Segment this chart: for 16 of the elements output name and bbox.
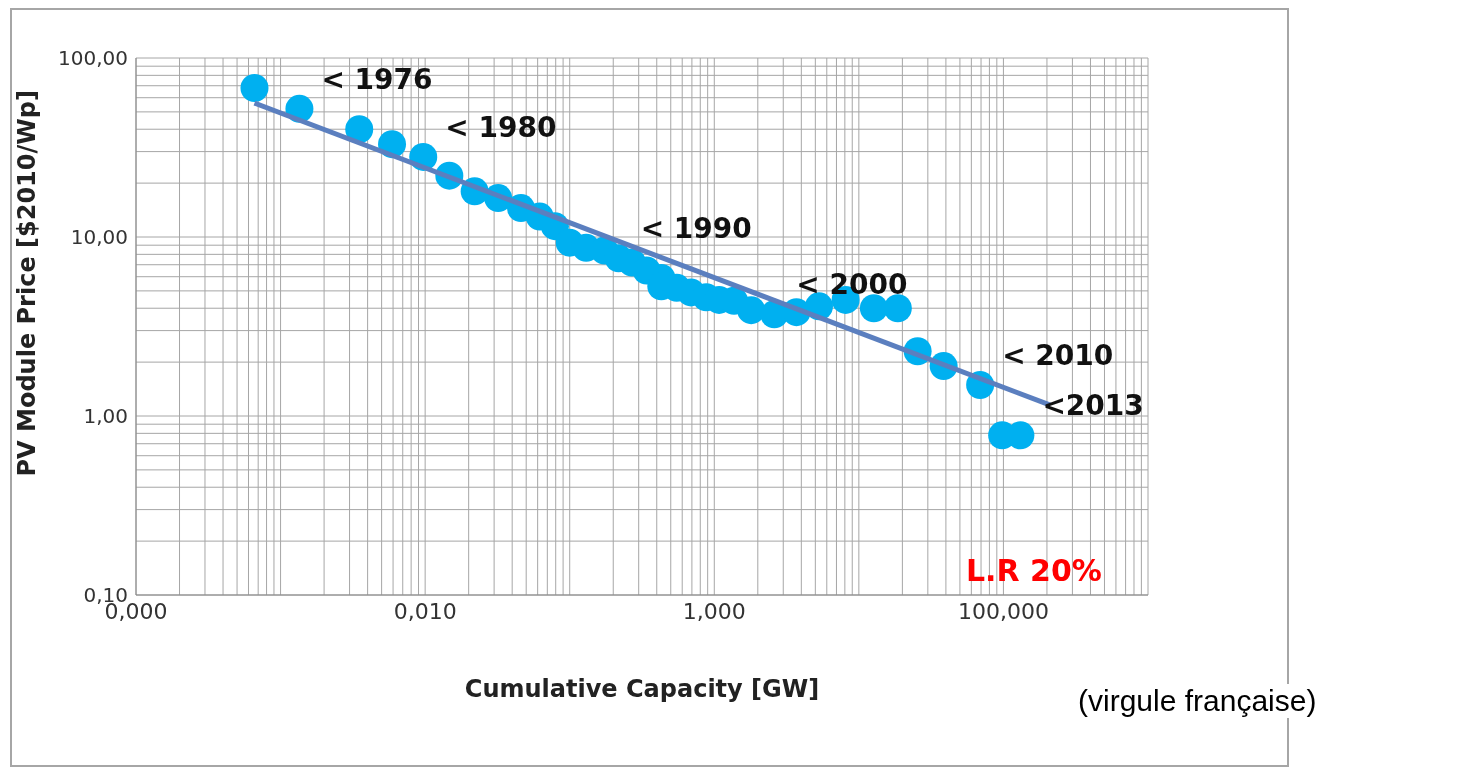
x-axis-title: Cumulative Capacity [GW] [464,675,820,703]
annotation: < 2010 [1002,339,1114,372]
x-tick-label: 1,000 [682,598,746,624]
text: (virgule française) [1078,684,1317,718]
y-axis-title: PV Module Price [$2010/Wp] [12,90,41,477]
x-tick-label: 0,010 [393,598,457,624]
annotation: < 1976 [321,62,433,96]
y-tick-label: 10,00 [70,225,128,250]
annotation: < 1980 [445,110,557,144]
y-tick-label: 100,00 [58,46,128,71]
annotation: L.R 20% [966,553,1102,588]
annotation: < 2000 [796,268,908,302]
y-tick-label: 1,00 [83,404,128,429]
annotation: <2013 [1042,389,1144,423]
annotation: < 1990 [640,212,752,246]
x-tick-label: 100,000 [957,598,1049,624]
